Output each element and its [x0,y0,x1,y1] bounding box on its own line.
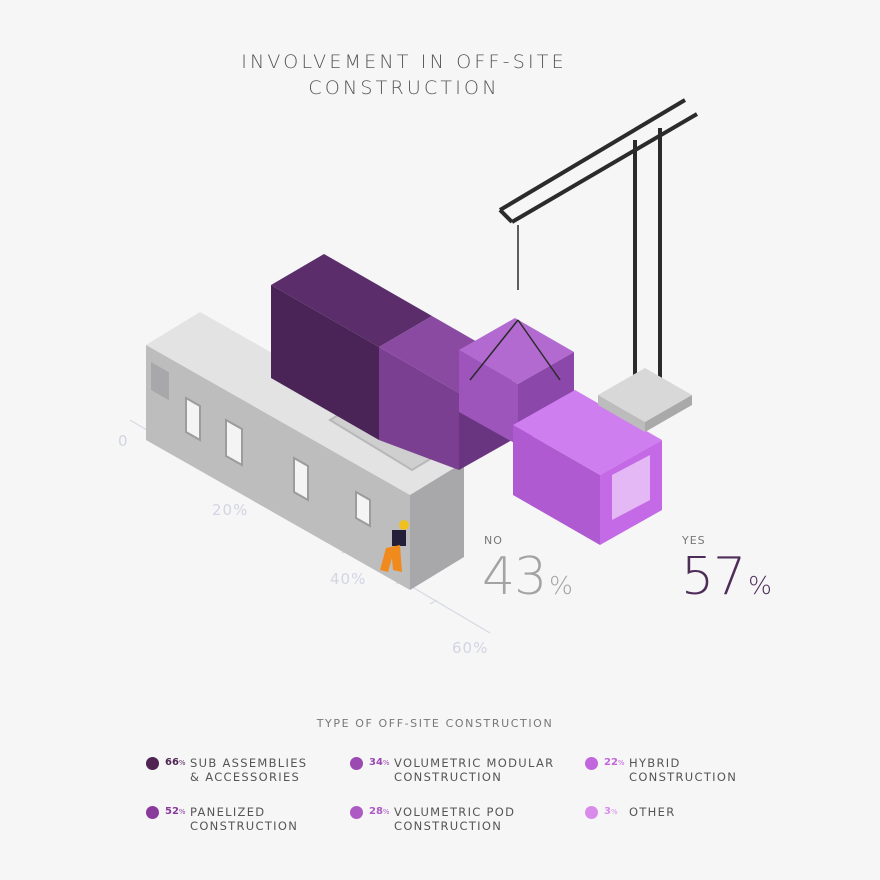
legend-item: 3% OTHER [585,805,675,819]
title-line: INVOLVEMENT IN OFF-SITE CONSTRUCTION [0,49,808,101]
legend-percent: 52% [165,806,186,817]
crane-base [598,368,692,432]
axis-tick-40: 40% [330,570,366,588]
legend-swatch [146,757,159,770]
axis-tick-60: 60% [452,639,488,657]
legend-label: OTHER [629,805,676,819]
legend-item: 22% HYBRID CONSTRUCTION [585,756,737,784]
legend-swatch [585,806,598,819]
axis-tick-20: 20% [212,501,248,519]
bar-yes [271,254,662,545]
axis-tick-0: 0 [118,432,129,450]
yes-label: YES [682,534,706,547]
yes-value: 57% [681,551,772,612]
legend-item: 34% VOLUMETRIC MODULAR CONSTRUCTION [350,756,554,784]
bar-no [146,312,464,590]
yes-value-number: 57 [681,547,746,607]
title-line: INVOLVEMENT IN OFF-SITE [241,51,567,73]
legend-swatch [146,806,159,819]
legend-percent-symbol: % [178,759,186,767]
legend-percent: 3% [604,806,618,817]
legend-percent-symbol: % [610,808,618,816]
legend-item: 52% PANELIZED CONSTRUCTION [146,805,298,833]
legend-title: TYPE OF OFF-SITE CONSTRUCTION [316,717,554,730]
legend-item: 28% VOLUMETRIC POD CONSTRUCTION [350,805,515,833]
no-label: NO [484,534,503,547]
legend-label: VOLUMETRIC POD CONSTRUCTION [394,805,516,833]
legend-percent: 66% [165,757,186,768]
title-line: CONSTRUCTION [308,77,500,99]
no-value-number: 43 [482,547,547,607]
legend-swatch [350,757,363,770]
no-value-pct: % [549,571,573,600]
legend-label: SUB ASSEMBLIES & ACCESSORIES [190,756,308,784]
legend-percent: 28% [369,806,390,817]
legend-item: 66% SUB ASSEMBLIES & ACCESSORIES [146,756,307,784]
legend-percent-symbol: % [382,808,390,816]
worker-icon [380,520,409,572]
legend-percent: 34% [369,757,390,768]
legend-percent: 22% [604,757,625,768]
chart-title: INVOLVEMENT IN OFF-SITE CONSTRUCTION [0,49,808,101]
legend-percent-symbol: % [178,808,186,816]
no-value: 43% [482,551,573,612]
legend-percent-symbol: % [382,759,390,767]
legend-swatch [585,757,598,770]
legend-swatch [350,806,363,819]
crane-illustration [469,98,699,395]
legend-label: PANELIZED CONSTRUCTION [190,805,299,833]
legend-label: HYBRID CONSTRUCTION [629,756,738,784]
yes-value-pct: % [748,571,772,600]
legend-label: VOLUMETRIC MODULAR CONSTRUCTION [394,756,555,784]
legend-percent-symbol: % [617,759,625,767]
